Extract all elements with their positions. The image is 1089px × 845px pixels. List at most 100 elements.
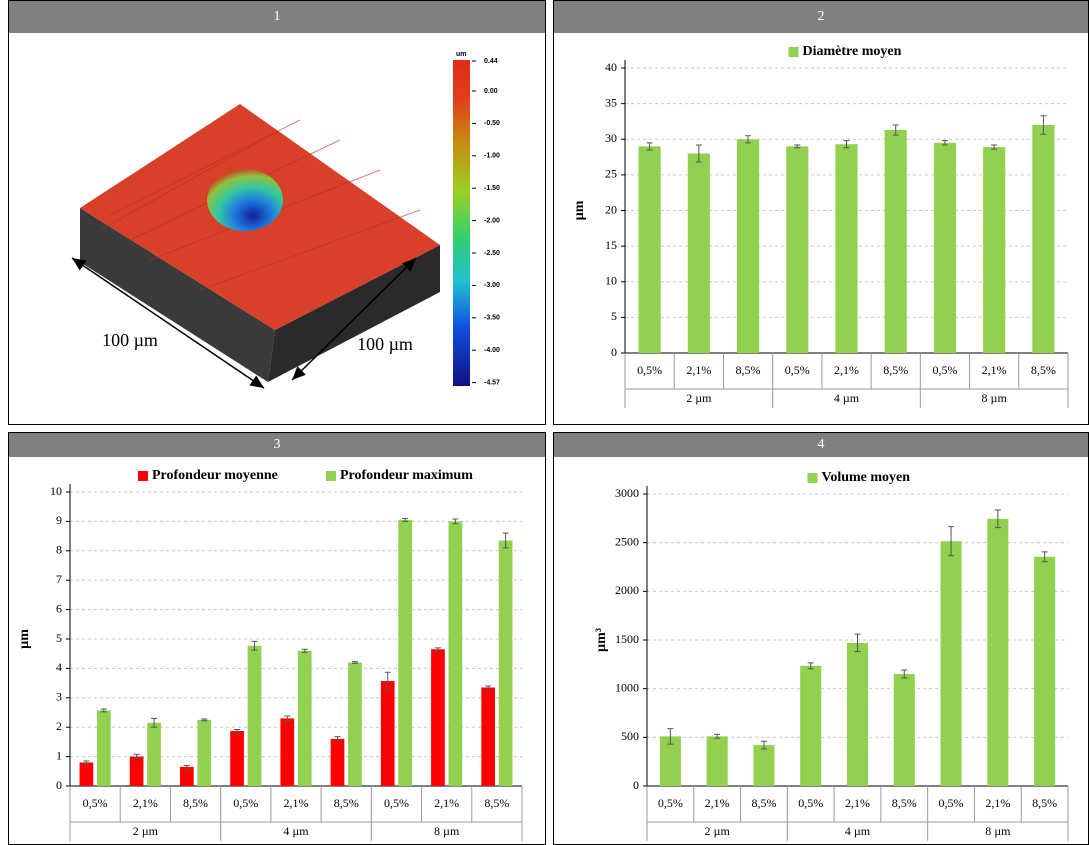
bar [297, 650, 312, 786]
error-bar [351, 661, 358, 664]
bar [736, 139, 760, 353]
error-bar [948, 526, 955, 557]
bar [330, 738, 345, 786]
y-tick-label: 1000 [615, 680, 639, 694]
error-bar [646, 142, 653, 151]
x-tick-label: 0,5% [785, 363, 810, 377]
error-bar [1041, 551, 1048, 563]
bar [706, 736, 728, 786]
bar [197, 719, 212, 786]
y-tick-label: 0 [633, 778, 639, 792]
dimension-label: 100 µm [102, 330, 158, 350]
colorbar-tick-label: 0.00 [484, 88, 498, 95]
group-label: 4 µm [283, 824, 309, 838]
error-bar [667, 728, 674, 745]
bar [786, 146, 809, 353]
y-tick-label: 5 [611, 309, 617, 323]
error-bar [745, 135, 752, 144]
y-tick-label: 0 [611, 345, 617, 359]
bar [884, 129, 907, 353]
error-bar [854, 633, 861, 653]
bar [1034, 556, 1056, 786]
x-tick-label: 8,5% [736, 363, 761, 377]
error-bar [941, 140, 948, 146]
error-bar [502, 532, 509, 549]
error-bar [452, 518, 459, 525]
bar [79, 762, 94, 786]
error-bar [83, 760, 90, 765]
panel-label: 4 [818, 437, 825, 452]
y-axis-label: µm [572, 200, 587, 220]
bar [687, 153, 710, 353]
group-label: 8 µm [982, 391, 1008, 405]
x-tick-label: 0,5% [798, 796, 823, 810]
x-tick-label: 2,1% [133, 796, 158, 810]
x-tick-label: 2,1% [705, 796, 730, 810]
error-bar [384, 671, 391, 691]
group-label: 8 µm [434, 824, 460, 838]
panel-header [554, 433, 1088, 457]
x-tick-label: 8,5% [183, 796, 208, 810]
panel-label: 1 [274, 9, 281, 24]
error-bar [251, 640, 258, 651]
error-bar [807, 662, 814, 670]
colorbar [453, 60, 470, 386]
error-bar [402, 517, 409, 522]
y-tick-label: 500 [621, 729, 639, 743]
colorbar-tick-label: -1.00 [484, 153, 500, 160]
colorbar-tick-label: -1.50 [484, 185, 500, 192]
colorbar-tick-label: -2.00 [484, 217, 500, 224]
x-tick-label: 0,5% [932, 363, 957, 377]
bar [940, 541, 962, 786]
panel-header [554, 1, 1088, 33]
x-tick-label: 0,5% [658, 796, 683, 810]
bar [398, 519, 413, 786]
y-axis-label: µm³ [594, 628, 609, 652]
legend-swatch [807, 473, 818, 483]
x-tick-label: 8,5% [484, 796, 509, 810]
x-tick-label: 8,5% [1031, 363, 1056, 377]
colorbar-tick-label: -3.00 [484, 282, 500, 289]
legend-label: Profondeur maximum [340, 468, 473, 483]
bar [431, 649, 445, 786]
x-tick-label: 0,5% [83, 796, 108, 810]
error-bar [201, 718, 208, 722]
x-tick-label: 0,5% [637, 363, 662, 377]
x-tick-label: 0,5% [384, 796, 409, 810]
bar [348, 662, 362, 786]
group-label: 8 µm [985, 824, 1011, 838]
x-tick-label: 2,1% [845, 796, 870, 810]
y-tick-label: 2000 [615, 583, 639, 597]
panel-label: 3 [274, 437, 281, 452]
error-bar [334, 736, 341, 742]
x-tick-label: 2,1% [434, 796, 459, 810]
legend-swatch [788, 47, 799, 57]
y-tick-label: 4 [56, 660, 62, 674]
y-tick-label: 5 [56, 631, 62, 645]
panel-header [9, 1, 545, 33]
bar [987, 518, 1009, 786]
error-bar [794, 144, 801, 149]
colorbar-unit: um [456, 51, 467, 58]
y-tick-label: 1 [56, 748, 62, 762]
bar [96, 710, 111, 786]
y-tick-label: 0 [56, 778, 62, 792]
y-tick-label: 6 [56, 601, 62, 615]
bar [129, 756, 144, 786]
y-tick-label: 3 [56, 690, 62, 704]
panel-frame [553, 0, 1089, 425]
legend-label: Profondeur moyenne [152, 468, 278, 483]
y-tick-label: 9 [56, 513, 62, 527]
y-tick-label: 15 [605, 238, 617, 252]
colorbar-tick-label: -4.00 [484, 347, 500, 354]
x-tick-label: 8,5% [334, 796, 359, 810]
colorbar-tick-label: -2.50 [484, 250, 500, 257]
error-bar [284, 715, 291, 722]
colorbar-tick-label: -3.50 [484, 315, 500, 322]
bar [933, 142, 957, 353]
bar [247, 645, 262, 786]
x-tick-label: 8,5% [883, 363, 908, 377]
error-bar [183, 764, 190, 769]
bar [448, 521, 463, 786]
dimension-label: 100 µm [357, 334, 413, 354]
